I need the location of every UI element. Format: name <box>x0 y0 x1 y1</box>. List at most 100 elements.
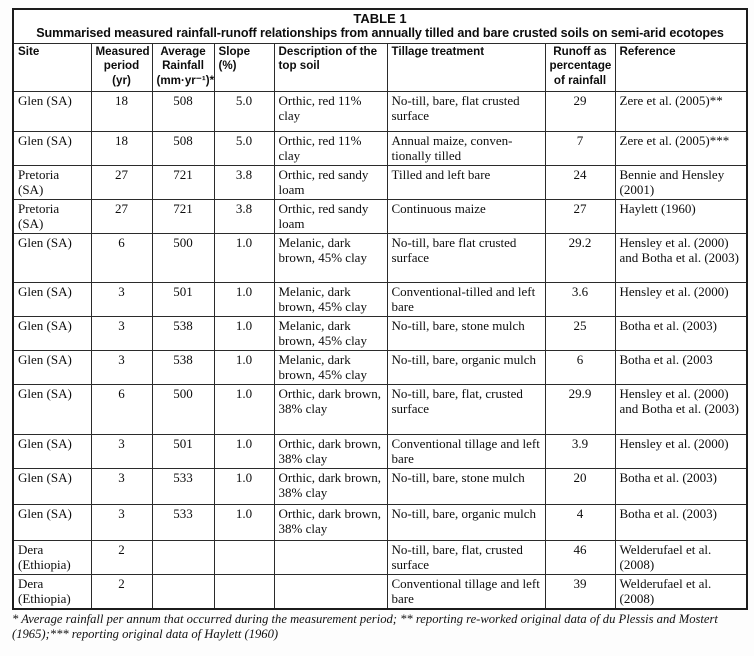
cell-rainfall: 508 <box>151 131 215 166</box>
cell-slope: 1.0 <box>213 350 275 385</box>
cell-site: Glen (SA) <box>12 384 92 435</box>
cell-site: Glen (SA) <box>12 233 92 283</box>
cell-description: Melanic, dark brown, 45% clay <box>273 233 388 283</box>
cell-site: Pretoria (SA) <box>12 199 92 234</box>
cell-description <box>273 574 388 610</box>
cell-rainfall: 533 <box>151 468 215 505</box>
cell-tillage: No-till, bare, stone mulch <box>386 316 546 351</box>
cell-period: 6 <box>90 384 153 435</box>
header-reference: Reference <box>614 43 748 92</box>
cell-runoff: 29.9 <box>544 384 616 435</box>
table-row: Dera (Ethiopia) 2 Conventional tillage and… <box>12 574 748 610</box>
cell-period: 2 <box>90 540 153 575</box>
cell-runoff: 46 <box>544 540 616 575</box>
cell-site: Glen (SA) <box>12 504 92 541</box>
cell-site: Glen (SA) <box>12 468 92 505</box>
cell-description: Melanic, dark brown, 45% clay <box>273 316 388 351</box>
cell-runoff: 20 <box>544 468 616 505</box>
cell-description: Orthic, dark brown, 38% clay <box>273 468 388 505</box>
header-runoff: Runoff as percentage of rainfall <box>544 43 616 92</box>
cell-tillage: No-till, bare flat crusted surface <box>386 233 546 283</box>
cell-runoff: 29 <box>544 91 616 132</box>
rainfall-runoff-table: TABLE 1 Summarised measured rainfall-run… <box>12 8 749 610</box>
cell-reference: Bennie and Hensley (2001) <box>614 165 748 200</box>
cell-slope: 3.8 <box>213 199 275 234</box>
cell-reference: Botha et al. (2003 <box>614 350 748 385</box>
cell-period: 6 <box>90 233 153 283</box>
cell-site: Dera (Ethiopia) <box>12 574 92 610</box>
cell-slope <box>213 540 275 575</box>
table-row: Glen (SA) 3 538 1.0 Melanic, dark brown, 45%… <box>12 316 748 351</box>
cell-slope: 1.0 <box>213 434 275 469</box>
cell-description: Melanic, dark brown, 45% clay <box>273 282 388 317</box>
cell-description: Orthic, dark brown, 38% clay <box>273 504 388 541</box>
cell-description: Orthic, red 11% clay <box>273 131 388 166</box>
cell-reference: Botha et al. (2003) <box>614 504 748 541</box>
cell-slope: 1.0 <box>213 282 275 317</box>
table-title-cell: TABLE 1 Summarised measured rainfall-run… <box>12 8 748 44</box>
cell-description: Orthic, red sandy loam <box>273 199 388 234</box>
cell-tillage: Conventional tillage and left bare <box>386 434 546 469</box>
cell-runoff: 6 <box>544 350 616 385</box>
cell-slope: 1.0 <box>213 233 275 283</box>
cell-reference: Zere et al. (2005)** <box>614 91 748 132</box>
table-row: Pretoria (SA) 27 721 3.8 Orthic, red sandy l… <box>12 199 748 234</box>
table-row: Glen (SA) 18 508 5.0 Orthic, red 11% clay No-… <box>12 91 748 132</box>
cell-description: Orthic, red 11% clay <box>273 91 388 132</box>
cell-tillage: No-till, bare, stone mulch <box>386 468 546 505</box>
table-row: Glen (SA) 3 501 1.0 Orthic, dark brown, 38% … <box>12 434 748 469</box>
table-row: Glen (SA) 18 508 5.0 Orthic, red 11% clay Ann… <box>12 131 748 166</box>
table-row: Glen (SA) 6 500 1.0 Orthic, dark brown, 38% … <box>12 384 748 435</box>
cell-reference: Haylett (1960) <box>614 199 748 234</box>
table-row: Glen (SA) 3 501 1.0 Melanic, dark brown, 45%… <box>12 282 748 317</box>
table-row: Glen (SA) 3 538 1.0 Melanic, dark brown, 45%… <box>12 350 748 385</box>
cell-description: Orthic, red sandy loam <box>273 165 388 200</box>
cell-runoff: 39 <box>544 574 616 610</box>
cell-rainfall: 721 <box>151 165 215 200</box>
cell-reference: Botha et al. (2003) <box>614 468 748 505</box>
cell-tillage: No-till, bare, flat, crusted surface <box>386 540 546 575</box>
cell-rainfall: 501 <box>151 434 215 469</box>
cell-period: 3 <box>90 434 153 469</box>
table-row: Pretoria (SA) 27 721 3.8 Orthic, red sandy l… <box>12 165 748 200</box>
cell-site: Pretoria (SA) <box>12 165 92 200</box>
cell-period: 18 <box>90 131 153 166</box>
cell-site: Glen (SA) <box>12 316 92 351</box>
cell-tillage: No-till, bare, flat crusted surface <box>386 91 546 132</box>
cell-slope: 5.0 <box>213 131 275 166</box>
cell-tillage: Tilled and left bare <box>386 165 546 200</box>
title-row: TABLE 1 Summarised measured rainfall-run… <box>12 8 748 44</box>
cell-slope: 1.0 <box>213 468 275 505</box>
cell-slope: 3.8 <box>213 165 275 200</box>
cell-site: Glen (SA) <box>12 282 92 317</box>
header-period: Measured period (yr) <box>90 43 153 92</box>
cell-site: Glen (SA) <box>12 91 92 132</box>
cell-description: Orthic, dark brown, 38% clay <box>273 434 388 469</box>
cell-description: Melanic, dark brown, 45% clay <box>273 350 388 385</box>
cell-period: 27 <box>90 165 153 200</box>
cell-tillage: Conventional tillage and left bare <box>386 574 546 610</box>
cell-slope: 1.0 <box>213 504 275 541</box>
cell-tillage: No-till, bare, organic mulch <box>386 350 546 385</box>
cell-period: 18 <box>90 91 153 132</box>
cell-description: Orthic, dark brown, 38% clay <box>273 384 388 435</box>
cell-reference: Zere et al. (2005)*** <box>614 131 748 166</box>
cell-rainfall <box>151 540 215 575</box>
cell-tillage: Conventional-tilled and left bare <box>386 282 546 317</box>
cell-rainfall: 538 <box>151 316 215 351</box>
cell-period: 3 <box>90 350 153 385</box>
cell-rainfall: 721 <box>151 199 215 234</box>
cell-site: Glen (SA) <box>12 434 92 469</box>
table-row: Glen (SA) 6 500 1.0 Melanic, dark brown, 45%… <box>12 233 748 283</box>
cell-runoff: 3.6 <box>544 282 616 317</box>
cell-runoff: 29.2 <box>544 233 616 283</box>
cell-rainfall: 500 <box>151 384 215 435</box>
cell-tillage: No-till, bare, organic mulch <box>386 504 546 541</box>
cell-reference: Botha et al. (2003) <box>614 316 748 351</box>
header-description: Description of the top soil <box>273 43 388 92</box>
cell-period: 3 <box>90 316 153 351</box>
cell-description <box>273 540 388 575</box>
cell-rainfall <box>151 574 215 610</box>
cell-period: 3 <box>90 468 153 505</box>
